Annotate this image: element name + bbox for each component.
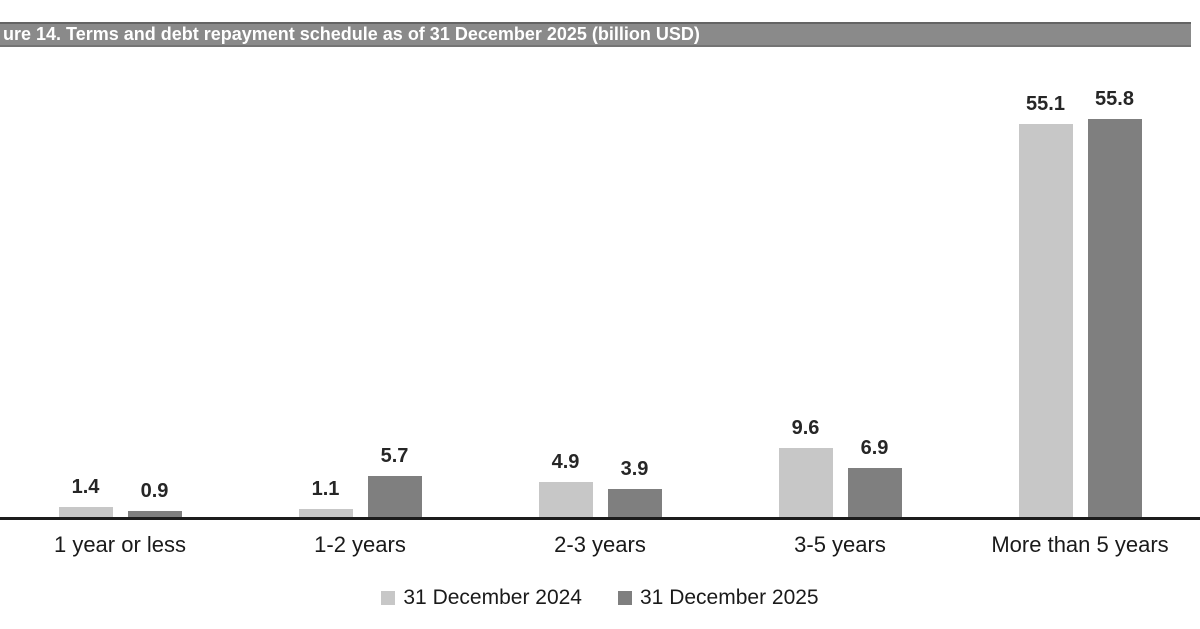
bar-group: 1.4 0.9 xyxy=(0,119,240,517)
bar-value-label: 6.9 xyxy=(860,436,889,459)
legend-label: 31 December 2024 xyxy=(403,586,582,609)
bar-group: 55.1 55.8 xyxy=(960,88,1200,517)
bar: 6.9 xyxy=(847,437,902,517)
bar: 55.1 xyxy=(1018,93,1073,517)
legend-item: 31 December 2024 xyxy=(381,586,582,610)
bar-group: 4.9 3.9 xyxy=(480,119,720,517)
bar-value-label: 1.1 xyxy=(311,478,340,501)
bar-value-label: 5.7 xyxy=(380,445,409,468)
bar: 3.9 xyxy=(607,458,662,517)
plot-area: 1.4 0.9 1.1 5.7 4.9 3.9 9.6 6.9 55.1 55.8 xyxy=(0,60,1200,517)
category-label: 2-3 years xyxy=(554,532,646,557)
category-label: 1 year or less xyxy=(53,532,187,557)
legend-label: 31 December 2025 xyxy=(640,586,819,609)
legend-swatch-icon xyxy=(618,591,632,605)
bar-group: 9.6 6.9 xyxy=(720,119,960,517)
bar-value-label: 55.8 xyxy=(1095,87,1134,110)
category-axis-labels: 1 year or less 1-2 years 2-3 years 3-5 year… xyxy=(0,532,1200,558)
bar: 0.9 xyxy=(127,480,182,517)
category-label: More than 5 years xyxy=(991,532,1169,557)
bar: 4.9 xyxy=(538,451,593,517)
bar: 1.1 xyxy=(298,478,353,517)
bar-value-label: 55.1 xyxy=(1026,92,1065,115)
bar-groups: 1.4 0.9 1.1 5.7 4.9 3.9 9.6 6.9 55.1 55.8 xyxy=(0,88,1200,517)
bar: 1.4 xyxy=(58,476,113,517)
figure-title-bar: ure 14. Terms and debt repayment schedul… xyxy=(0,22,1191,47)
bar: 55.8 xyxy=(1087,88,1142,517)
figure-title: ure 14. Terms and debt repayment schedul… xyxy=(3,24,700,44)
bar-group: 1.1 5.7 xyxy=(240,119,480,517)
chart-legend: 31 December 2024 31 December 2025 xyxy=(0,586,1200,610)
bar-value-label: 9.6 xyxy=(791,417,820,440)
bar-value-label: 0.9 xyxy=(140,479,169,502)
legend-item: 31 December 2025 xyxy=(618,586,819,610)
category-label: 3-5 years xyxy=(794,532,886,557)
x-axis-line xyxy=(0,517,1200,520)
bar-value-label: 3.9 xyxy=(620,458,649,481)
bar-value-label: 1.4 xyxy=(71,476,100,499)
bar: 9.6 xyxy=(778,417,833,517)
bar: 5.7 xyxy=(367,445,422,517)
bar-value-label: 4.9 xyxy=(551,451,580,474)
legend-swatch-icon xyxy=(381,591,396,605)
category-label: 1-2 years xyxy=(314,532,406,557)
